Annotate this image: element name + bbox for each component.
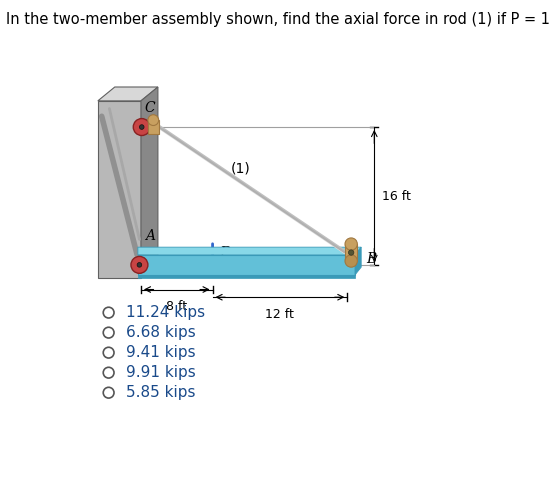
Circle shape bbox=[133, 119, 150, 135]
Text: (1): (1) bbox=[230, 162, 250, 176]
Circle shape bbox=[349, 250, 354, 255]
Text: 9.91 kips: 9.91 kips bbox=[125, 365, 195, 380]
Polygon shape bbox=[138, 275, 355, 278]
Polygon shape bbox=[141, 87, 158, 278]
Text: 6.68 kips: 6.68 kips bbox=[125, 325, 195, 340]
Text: In the two-member assembly shown, find the axial force in rod (1) if P = 14.7 ki: In the two-member assembly shown, find t… bbox=[6, 12, 550, 27]
Text: C: C bbox=[144, 101, 155, 116]
Circle shape bbox=[103, 387, 114, 398]
Text: P: P bbox=[219, 246, 229, 259]
Circle shape bbox=[103, 307, 114, 318]
Text: 12 ft: 12 ft bbox=[265, 308, 294, 321]
Circle shape bbox=[103, 327, 114, 338]
Polygon shape bbox=[98, 87, 158, 101]
Text: B: B bbox=[367, 252, 377, 266]
Text: 16 ft: 16 ft bbox=[382, 190, 411, 203]
Circle shape bbox=[345, 255, 358, 267]
Circle shape bbox=[131, 256, 148, 273]
Polygon shape bbox=[345, 244, 358, 261]
Circle shape bbox=[103, 347, 114, 358]
Polygon shape bbox=[148, 120, 159, 134]
Polygon shape bbox=[98, 101, 141, 278]
Circle shape bbox=[345, 238, 358, 250]
Circle shape bbox=[137, 262, 142, 267]
Text: 8 ft: 8 ft bbox=[166, 300, 187, 313]
Text: 11.24 kips: 11.24 kips bbox=[125, 305, 205, 320]
Polygon shape bbox=[138, 247, 361, 255]
Text: 5.85 kips: 5.85 kips bbox=[125, 385, 195, 400]
Text: A: A bbox=[145, 229, 155, 244]
Polygon shape bbox=[355, 247, 361, 275]
Circle shape bbox=[148, 115, 159, 125]
Text: 9.41 kips: 9.41 kips bbox=[125, 345, 195, 360]
Polygon shape bbox=[138, 255, 355, 275]
Circle shape bbox=[140, 124, 144, 129]
Circle shape bbox=[103, 367, 114, 378]
